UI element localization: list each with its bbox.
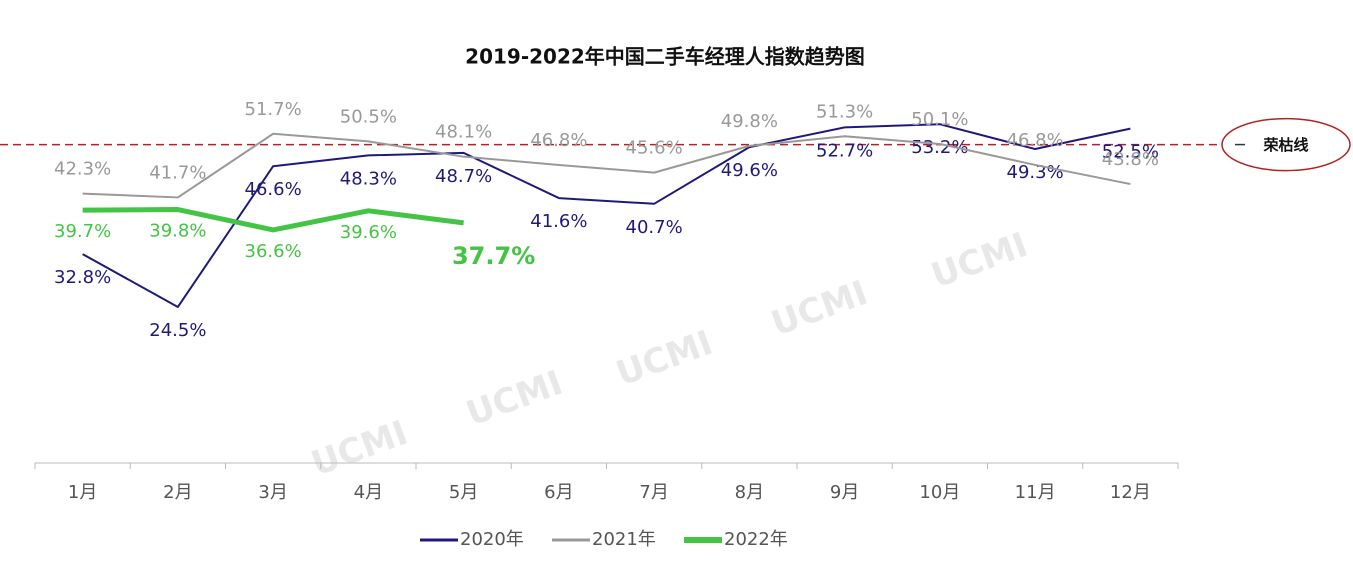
watermark: UCMI — [611, 323, 718, 394]
data-label: 51.7% — [245, 99, 302, 120]
data-label: 52.7% — [816, 140, 873, 161]
data-label: 39.8% — [149, 221, 206, 242]
data-label: 40.7% — [626, 217, 683, 238]
data-label: 46.8% — [530, 130, 587, 151]
data-label: 48.7% — [435, 166, 492, 187]
x-tick-label: 1月 — [68, 482, 97, 503]
watermarks: UCMI UCMI UCMI UCMI UCMI — [306, 225, 1033, 484]
series-line — [82, 207, 464, 233]
x-tick-label: 3月 — [258, 482, 287, 503]
watermark: UCMI — [766, 273, 873, 344]
data-label: 48.1% — [435, 122, 492, 143]
x-tick-label: 8月 — [735, 482, 764, 503]
legend-label: 2022年 — [724, 529, 788, 550]
data-label: 43.8% — [1102, 149, 1159, 170]
series-line — [82, 123, 1131, 308]
data-label: 50.1% — [911, 109, 968, 130]
data-label: 48.3% — [340, 168, 397, 189]
data-label: 41.6% — [530, 211, 587, 232]
x-tick-label: 7月 — [639, 482, 668, 503]
data-label: 39.7% — [54, 221, 111, 242]
x-tick-label: 6月 — [544, 482, 573, 503]
data-label: 52.5% — [1102, 142, 1159, 163]
data-label: 32.8% — [54, 267, 111, 288]
series-line — [82, 132, 1131, 199]
x-tick-label: 10月 — [919, 482, 960, 503]
watermark: UCMI — [926, 225, 1033, 296]
data-label: 49.8% — [721, 111, 778, 132]
data-label: 46.6% — [245, 179, 302, 200]
chart-title: 2019-2022年中国二手车经理人指数趋势图 — [465, 45, 865, 69]
x-tick-label: 2月 — [163, 482, 192, 503]
reference-label: 荣枯线 — [1262, 136, 1308, 154]
x-tick-label: 12月 — [1110, 482, 1151, 503]
data-label: 46.8% — [1007, 130, 1064, 151]
data-label: 51.3% — [816, 101, 873, 122]
watermark: UCMI — [306, 413, 413, 484]
x-tick-label: 9月 — [830, 482, 859, 503]
data-label: 36.6% — [245, 241, 302, 262]
legend-label: 2021年 — [592, 529, 656, 550]
data-label: 39.6% — [340, 222, 397, 243]
data-label: 41.7% — [149, 162, 206, 183]
data-label: 24.5% — [149, 320, 206, 341]
data-label: 42.3% — [54, 159, 111, 180]
data-label: 37.7% — [452, 242, 535, 270]
reference-badge — [1221, 117, 1351, 172]
data-label: 50.5% — [340, 106, 397, 127]
x-tick-label: 5月 — [449, 482, 478, 503]
data-label: 49.6% — [721, 160, 778, 181]
legend-label: 2020年 — [460, 529, 524, 550]
x-tick-label: 4月 — [354, 482, 383, 503]
legend: 2020年 2021年 2022年 — [420, 529, 788, 550]
data-label: 45.6% — [626, 138, 683, 159]
watermark: UCMI — [461, 363, 568, 434]
x-tick-label: 11月 — [1015, 482, 1056, 503]
